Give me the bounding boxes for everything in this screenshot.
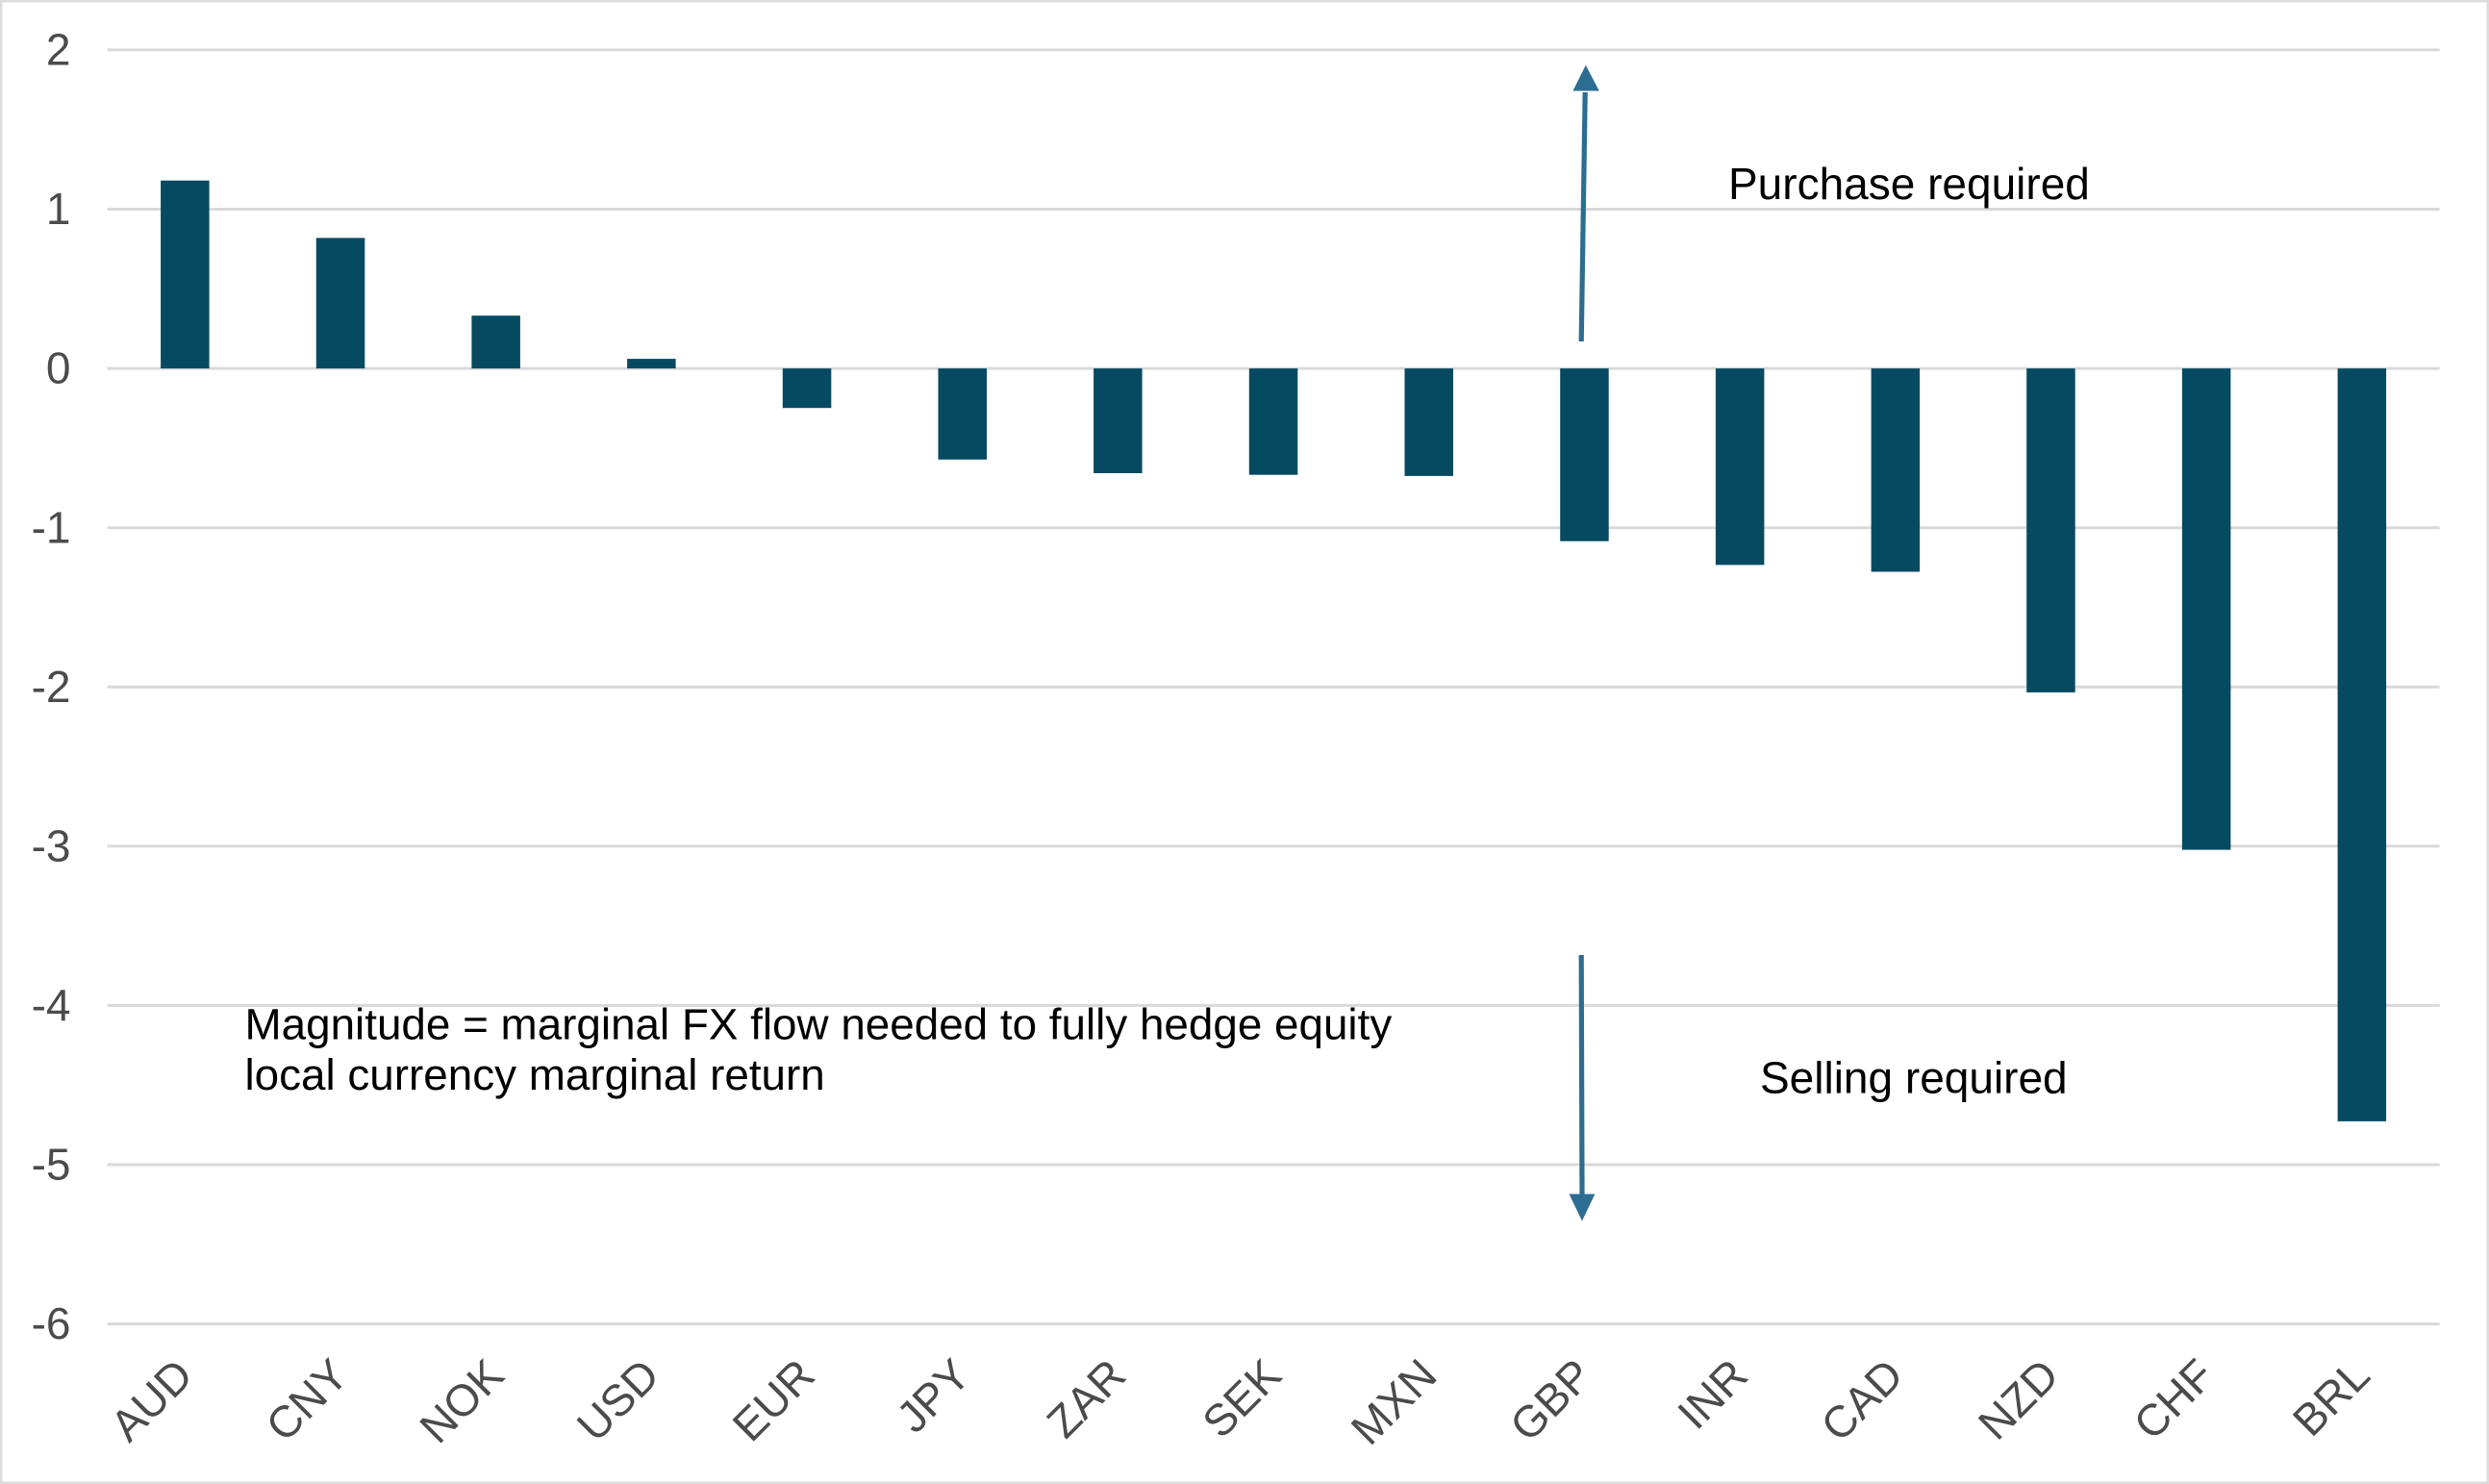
svg-text:Purchase required: Purchase required [1728,159,2090,209]
svg-text:1: 1 [46,184,71,234]
svg-text:-3: -3 [32,820,71,870]
svg-text:Magnitude = marginal FX flow n: Magnitude = marginal FX flow needed to f… [245,999,1393,1048]
svg-text:-4: -4 [32,980,71,1030]
svg-text:-1: -1 [32,502,71,552]
svg-text:Selling required: Selling required [1760,1053,2068,1103]
svg-text:-6: -6 [32,1298,71,1348]
svg-text:2: 2 [46,25,71,75]
svg-text:-5: -5 [32,1140,71,1190]
svg-text:local currency marginal return: local currency marginal return [245,1050,825,1099]
svg-text:-2: -2 [32,662,71,712]
svg-text:0: 0 [46,343,71,393]
